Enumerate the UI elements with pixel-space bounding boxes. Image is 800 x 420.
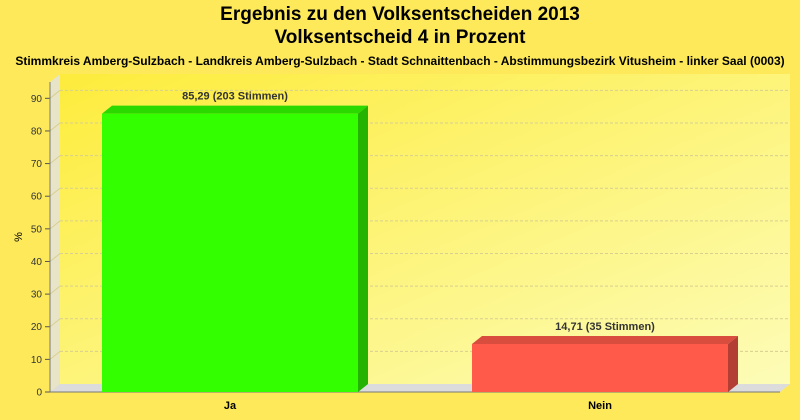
chart-title: Ergebnis zu den Volksentscheiden 2013: [220, 4, 580, 25]
y-tick-label: 20: [31, 322, 43, 333]
bar-ja: [102, 105, 368, 392]
gridline-side: [49, 122, 61, 132]
chart-subtitle: Volksentscheid 4 in Prozent: [274, 27, 526, 48]
y-tick-label: 50: [31, 224, 43, 235]
data-label: 14,71 (35 Stimmen): [555, 321, 655, 333]
bar-top: [472, 335, 738, 344]
bar-side: [728, 335, 738, 392]
bar-front: [472, 343, 728, 392]
y-axis-label: %: [13, 232, 25, 242]
chart-caption: Stimmkreis Amberg-Sulzbach - Landkreis A…: [15, 54, 785, 68]
y-tick-label: 40: [31, 257, 43, 268]
y-tick-label: 30: [31, 290, 43, 301]
y-tick-label: 60: [31, 192, 43, 203]
x-tick-label: Nein: [588, 400, 612, 412]
gridline-side: [49, 253, 61, 262]
gridline-side: [49, 187, 61, 197]
bar-front: [102, 113, 358, 392]
bar-nein: [472, 335, 738, 392]
bar-top: [102, 105, 368, 114]
x-tick-label: Ja: [224, 400, 237, 412]
gridline-side: [49, 220, 61, 230]
y-tick-label: 80: [31, 126, 43, 137]
gridline-side: [49, 285, 61, 295]
y-tick-label: 90: [31, 94, 43, 105]
y-tick-label: 0: [36, 388, 42, 399]
gridline-side: [49, 318, 61, 328]
gridline-side: [49, 155, 61, 164]
data-label: 85,29 (203 Stimmen): [182, 91, 288, 103]
left-wall: [50, 74, 60, 392]
y-tick-label: 70: [31, 159, 43, 170]
y-tick-label: 10: [31, 355, 43, 366]
bar-side: [358, 105, 368, 392]
gridline-side: [49, 350, 61, 360]
gridline-side: [49, 89, 61, 99]
